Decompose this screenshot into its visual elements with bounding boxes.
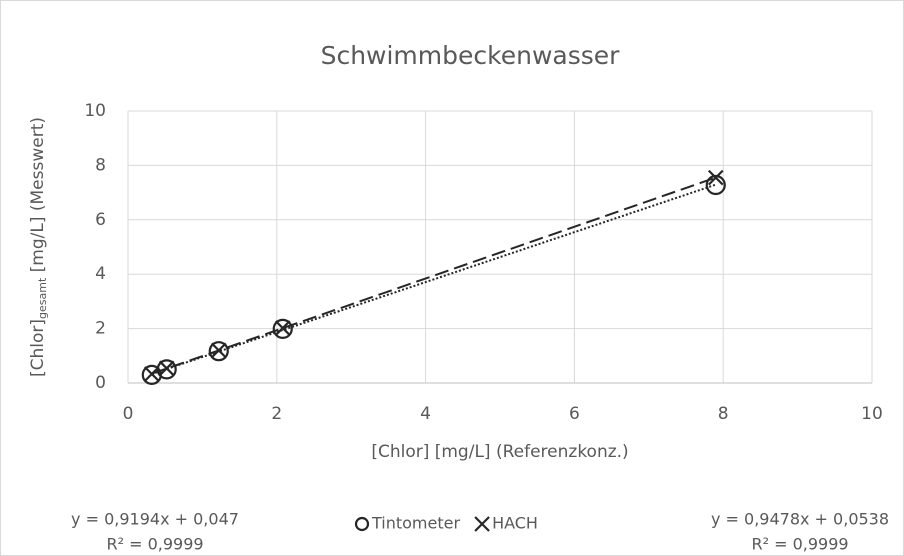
marker <box>705 174 726 196</box>
trendline-equation: y = 0,9194x + 0,047 <box>71 510 239 529</box>
y-tick-label: 2 <box>95 319 106 339</box>
marker <box>272 318 293 339</box>
marker <box>158 360 175 377</box>
legend-label: Tintometer <box>371 514 460 533</box>
trendline-r2: R² = 0,9999 <box>751 535 848 554</box>
y-tick-label: 0 <box>95 373 106 393</box>
x-tick-label: 4 <box>420 404 431 424</box>
marker <box>210 342 227 359</box>
chart-title: Schwimmbeckenwasser <box>321 41 621 70</box>
x-tick-label: 2 <box>271 404 282 424</box>
y-label-main: [Chlor] <box>28 319 48 377</box>
marker <box>707 169 724 186</box>
y-tick-label: 4 <box>95 264 106 284</box>
y-tick-label: 8 <box>95 155 106 175</box>
trendline-r2: R² = 0,9999 <box>106 535 203 554</box>
x-tick-label: 6 <box>569 404 580 424</box>
legend: Tintometer HACH <box>354 514 538 533</box>
trendline <box>151 183 717 375</box>
y-label-sub: gesamt <box>36 277 49 319</box>
trendline-equation: y = 0,9478x + 0,0538 <box>711 510 889 529</box>
x-tick-label: 10 <box>861 404 883 424</box>
y-axis-label: [Chlor]gesamt [mg/L] (Messwert) <box>28 117 49 377</box>
y-tick-label: 10 <box>84 101 106 121</box>
x-tick-label: 8 <box>718 404 729 424</box>
marker <box>274 320 291 336</box>
legend-marker <box>474 516 490 532</box>
y-tick-label: 6 <box>95 210 106 230</box>
marker <box>208 341 229 362</box>
legend-marker <box>354 516 370 532</box>
legend-label: HACH <box>492 514 538 533</box>
marker <box>144 366 160 382</box>
x-tick-label: 0 <box>123 404 134 424</box>
x-axis-label: [Chlor] [mg/L] (Referenzkonz.) <box>371 442 628 462</box>
y-label-rest: [mg/L] (Messwert) <box>28 117 48 278</box>
